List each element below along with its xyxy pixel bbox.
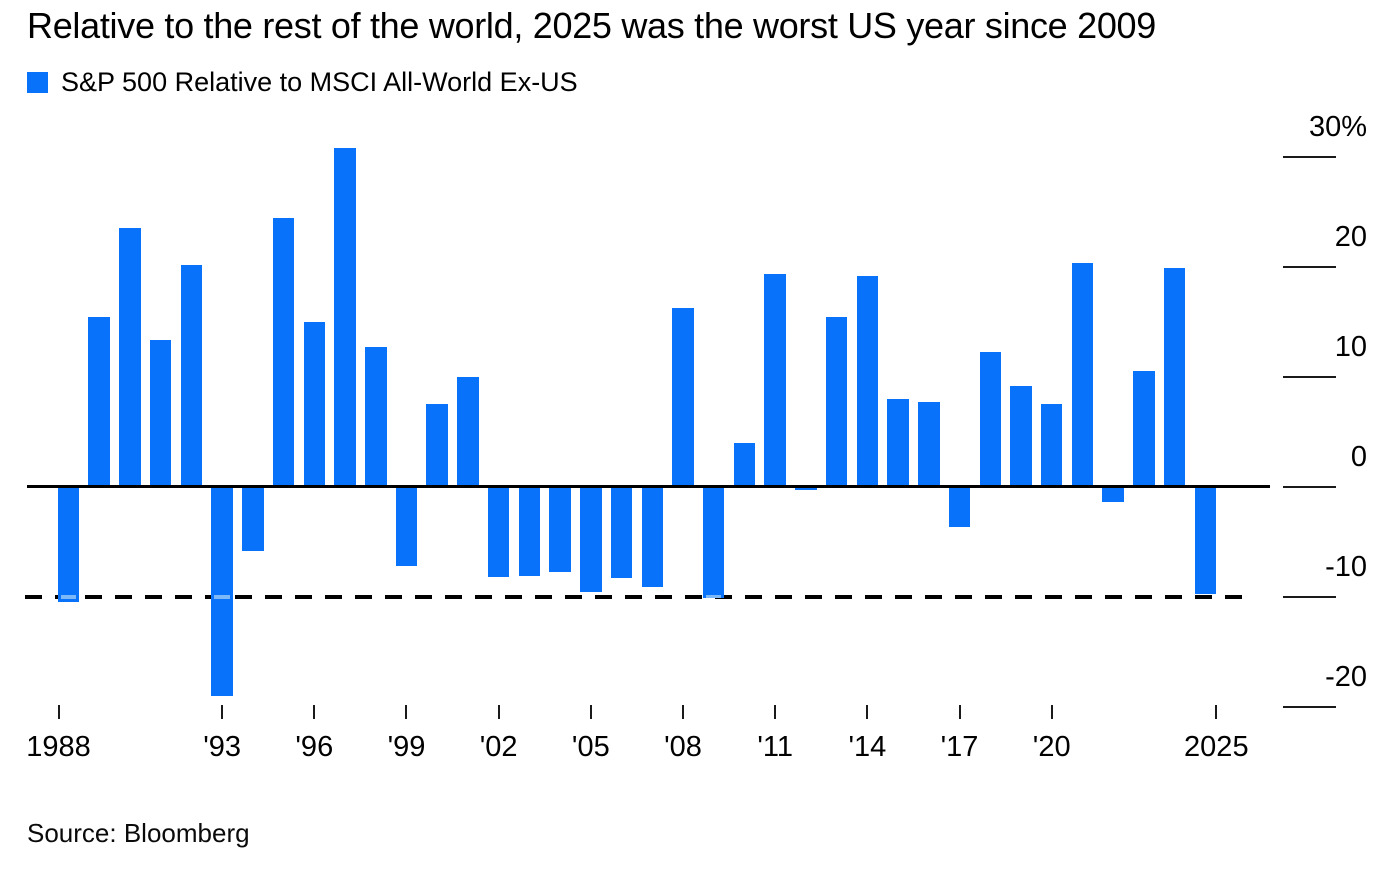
source-note: Source: Bloomberg [27,818,250,848]
x-axis-tick-2020 [1050,705,1053,719]
bar-2010 [733,442,756,487]
legend-label: S&P 500 Relative to MSCI All-World Ex-US [61,67,578,97]
y-tick-label-30: 30% [1308,110,1367,143]
bar-2009 [702,486,725,598]
x-axis-tick-2002 [497,705,500,719]
bar-2019 [1010,386,1032,487]
bar-2001 [457,376,479,487]
legend-swatch-icon [27,72,48,93]
x-axis-tick-2005 [589,705,592,719]
reference-dash-on-bar [60,594,77,599]
bar-2016 [918,401,940,487]
x-tick-label-1988: 1988 [26,731,91,763]
bar-1993 [211,486,233,696]
x-tick-label-2011: '11 [757,731,793,763]
y-axis-tick-30 [1283,155,1336,158]
bar-2020 [1040,404,1063,487]
x-tick-label-2017: '17 [940,731,979,763]
x-tick-label-2014: '14 [848,731,887,763]
y-tick-label-0: 0 [1350,440,1367,473]
bar-2003 [518,486,541,576]
bar-1992 [180,265,203,487]
bar-1989 [88,317,110,487]
x-axis-tick-2014 [866,705,869,719]
x-axis-tick-1996 [313,705,316,719]
x-axis-tick-2008 [682,705,684,719]
bar-1996 [303,321,326,487]
x-tick-label-1999: '99 [387,731,426,763]
bar-2021 [1071,263,1094,487]
x-tick-label-2002: '02 [479,731,518,763]
bar-2005 [580,486,602,593]
x-axis-tick-2017 [958,705,961,719]
reference-dash-on-bar [705,594,722,598]
x-axis-line [27,485,1270,488]
y-axis-tick-10 [1283,375,1336,378]
bar-1990 [119,228,141,487]
x-axis-tick-2025 [1215,705,1218,719]
x-tick-label-1993: '93 [203,731,242,763]
bar-2002 [487,486,510,577]
bar-1999 [395,486,418,566]
x-tick-label-2020: '20 [1032,731,1071,763]
bar-2004 [549,486,571,573]
bar-2014 [856,276,879,487]
bar-2025 [1194,486,1217,595]
bar-2006 [610,486,633,578]
bar-1988 [57,486,80,602]
reference-dashed-line [25,594,1248,599]
x-tick-label-1996: '96 [295,731,334,763]
bar-2000 [426,404,448,487]
bar-1995 [272,218,295,487]
reference-dash-on-bar [214,594,230,599]
x-tick-label-2005: '05 [571,731,610,763]
bar-2024 [1163,267,1186,487]
x-axis-tick-1999 [405,705,408,719]
x-tick-label-2025: 2025 [1184,731,1249,763]
bar-2022 [1102,486,1124,502]
legend: S&P 500 Relative to MSCI All-World Ex-US [27,67,578,97]
y-axis-tick-0 [1283,485,1336,488]
y-tick-label-10: 10 [1334,330,1367,363]
y-axis-tick-20 [1283,265,1336,268]
bar-2017 [948,486,971,528]
bar-1997 [334,147,356,487]
bar-2008 [672,308,694,487]
x-tick-label-2008: '08 [664,731,702,763]
y-axis-tick--20 [1283,705,1336,708]
bar-2007 [641,486,664,587]
chart-title: Relative to the rest of the world, 2025 … [27,5,1156,46]
y-tick-label--20: -20 [1325,660,1367,693]
x-axis-tick-2011 [774,705,777,719]
bar-2023 [1133,371,1155,487]
y-tick-label-20: 20 [1334,220,1367,253]
bar-2011 [764,274,786,487]
bar-1991 [149,340,172,487]
x-axis-tick-1993 [221,705,224,719]
y-axis-tick--10 [1283,595,1336,598]
bar-2015 [887,398,909,487]
bar-1994 [242,486,264,552]
bar-2012 [795,486,817,490]
bar-1998 [365,346,387,487]
x-axis-tick-1988 [57,705,60,719]
bar-2018 [979,352,1001,487]
y-tick-label--10: -10 [1325,550,1367,583]
bar-2013 [825,317,848,487]
